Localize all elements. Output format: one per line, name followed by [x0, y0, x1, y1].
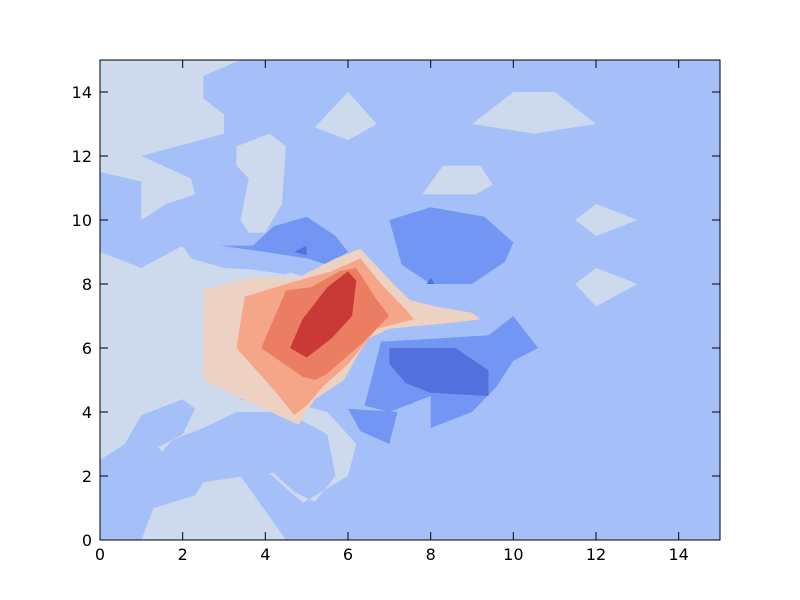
y-tick-label: 8 — [82, 275, 92, 294]
contour-region-2 — [141, 396, 357, 540]
contour-region-4 — [240, 469, 303, 540]
contour-region-0 — [100, 60, 241, 220]
contour-region-23 — [290, 271, 357, 358]
contour-region-6 — [166, 223, 208, 233]
contour-region-7 — [236, 133, 286, 233]
x-tick-label: 14 — [668, 545, 688, 564]
y-tick-label: 6 — [82, 339, 92, 358]
y-tick-label: 10 — [72, 211, 92, 230]
contour-region-10 — [472, 92, 596, 134]
x-axis: 0 2 4 6 8 10 12 14 — [95, 60, 689, 564]
plot-frame — [99, 59, 721, 541]
x-tick-label: 4 — [260, 545, 270, 564]
contour-region-19 — [389, 348, 489, 396]
contour-region-3 — [100, 399, 196, 508]
y-tick-label: 0 — [82, 531, 92, 550]
x-tick-label: 0 — [95, 545, 105, 564]
x-tick-label: 12 — [586, 545, 606, 564]
y-tick-label: 4 — [82, 403, 92, 422]
contour-region-12 — [575, 268, 638, 307]
contour-region-14 — [294, 245, 307, 256]
contour-region-11 — [575, 204, 638, 236]
contour-regions — [100, 60, 638, 540]
contour-region-9 — [422, 165, 493, 195]
contour-region-8 — [314, 92, 377, 140]
x-tick-label: 2 — [178, 545, 188, 564]
contour-region-13 — [219, 216, 348, 265]
y-axis: 0 2 4 6 8 10 12 14 — [72, 83, 720, 550]
x-tick-label: 8 — [426, 545, 436, 564]
contour-region-15 — [389, 207, 514, 284]
y-tick-label: 14 — [72, 83, 92, 102]
x-tick-label: 6 — [343, 545, 353, 564]
contour-region-18 — [348, 408, 398, 444]
contour-region-16 — [426, 277, 435, 284]
plot-area — [99, 59, 721, 541]
y-tick-label: 12 — [72, 147, 92, 166]
x-tick-label: 10 — [503, 545, 523, 564]
y-tick-label: 2 — [82, 467, 92, 486]
